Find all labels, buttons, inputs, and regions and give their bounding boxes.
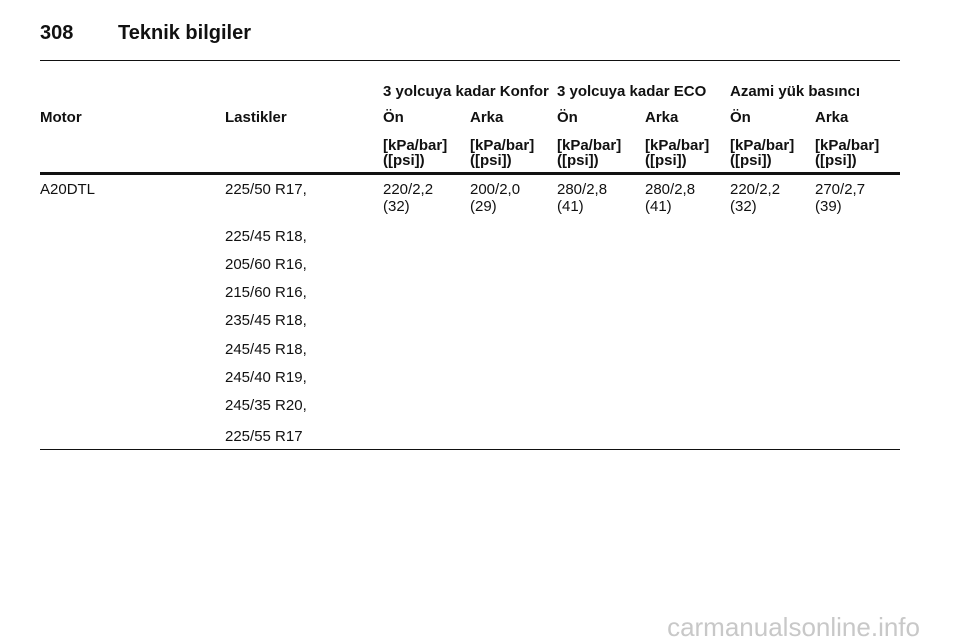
- group-header: Azami yük basıncı: [730, 83, 861, 100]
- tire-cell: 205/60 R16,: [225, 256, 307, 273]
- unit-label: ([psi]): [815, 152, 857, 169]
- column-header: Arka: [815, 109, 849, 126]
- tire-cell: 235/45 R18,: [225, 312, 307, 329]
- unit-label: ([psi]): [383, 152, 425, 169]
- tire-cell: 225/55 R17: [225, 428, 303, 445]
- pressure-cell: 270/2,7: [815, 181, 866, 198]
- pressure-cell: 280/2,8: [557, 181, 608, 198]
- rule: [40, 172, 900, 175]
- pressure-cell: 220/2,2: [730, 181, 781, 198]
- tire-cell: 225/45 R18,: [225, 228, 307, 245]
- unit-label: [kPa/bar]: [815, 137, 880, 154]
- column-header: Ön: [730, 109, 751, 126]
- group-header: 3 yolcuya kadar ECO: [557, 83, 707, 100]
- tire-cell: 245/40 R19,: [225, 369, 307, 386]
- unit-label: ([psi]): [470, 152, 512, 169]
- tire-cell: 245/45 R18,: [225, 341, 307, 358]
- rule: [40, 60, 900, 61]
- column-header: Arka: [645, 109, 679, 126]
- column-header: Motor: [40, 109, 82, 126]
- unit-label: ([psi]): [730, 152, 772, 169]
- pressure-cell: (39): [815, 198, 842, 215]
- rule: [40, 449, 900, 450]
- unit-label: [kPa/bar]: [383, 137, 448, 154]
- tire-cell: 225/50 R17,: [225, 181, 307, 198]
- unit-label: [kPa/bar]: [470, 137, 535, 154]
- column-header: Arka: [470, 109, 504, 126]
- unit-label: ([psi]): [557, 152, 599, 169]
- unit-label: [kPa/bar]: [730, 137, 795, 154]
- column-header: Ön: [383, 109, 404, 126]
- page-title: Teknik bilgiler: [118, 22, 251, 44]
- pressure-cell: 200/2,0: [470, 181, 521, 198]
- unit-label: [kPa/bar]: [557, 137, 622, 154]
- pressure-cell: 220/2,2: [383, 181, 434, 198]
- pressure-cell: (41): [557, 198, 584, 215]
- column-header: Ön: [557, 109, 578, 126]
- pressure-cell: (41): [645, 198, 672, 215]
- group-header: 3 yolcuya kadar Konfor: [383, 83, 549, 100]
- pressure-cell: (32): [383, 198, 410, 215]
- page-number: 308: [40, 22, 74, 44]
- tire-cell: 215/60 R16,: [225, 284, 307, 301]
- pressure-cell: (32): [730, 198, 757, 215]
- unit-label: ([psi]): [645, 152, 687, 169]
- unit-label: [kPa/bar]: [645, 137, 710, 154]
- watermark: carmanualsonline.info: [667, 612, 920, 642]
- pressure-cell: (29): [470, 198, 497, 215]
- pressure-cell: 280/2,8: [645, 181, 696, 198]
- column-header: Lastikler: [225, 109, 287, 126]
- motor-cell: A20DTL: [40, 181, 96, 198]
- tire-cell: 245/35 R20,: [225, 397, 307, 414]
